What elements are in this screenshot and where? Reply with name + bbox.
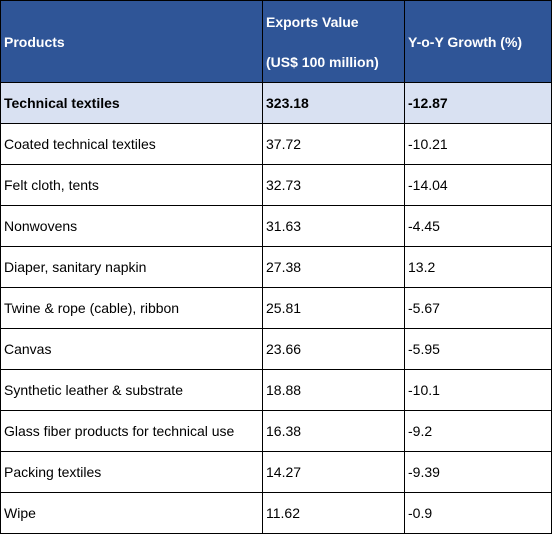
growth-cell: -4.45 (404, 205, 552, 247)
product-cell: Diaper, sanitary napkin (0, 246, 263, 288)
value-cell: 16.38 (262, 410, 405, 452)
product-cell: Twine & rope (cable), ribbon (0, 287, 263, 329)
table-row: Wipe 11.62 -0.9 (0, 492, 552, 534)
table-row: Twine & rope (cable), ribbon 25.81 -5.67 (0, 287, 552, 329)
column-header-yoy-growth: Y-o-Y Growth (%) (404, 0, 552, 83)
value-cell: 23.66 (262, 328, 405, 370)
growth-cell: 13.2 (404, 246, 552, 288)
product-cell: Felt cloth, tents (0, 164, 263, 206)
total-value-cell: 323.18 (262, 82, 405, 124)
column-header-exports-value-line2: (US$ 100 million) (266, 53, 379, 70)
header-row: Products Exports Value (US$ 100 million)… (0, 0, 552, 83)
value-cell: 25.81 (262, 287, 405, 329)
product-cell: Wipe (0, 492, 263, 534)
growth-cell: -9.39 (404, 451, 552, 493)
product-cell: Synthetic leather & substrate (0, 369, 263, 411)
column-header-exports-value: Exports Value (US$ 100 million) (262, 0, 405, 83)
product-cell: Nonwovens (0, 205, 263, 247)
table-row: Felt cloth, tents 32.73 -14.04 (0, 164, 552, 206)
column-header-products: Products (0, 0, 263, 83)
table-row: Packing textiles 14.27 -9.39 (0, 451, 552, 493)
value-cell: 14.27 (262, 451, 405, 493)
table-header: Products Exports Value (US$ 100 million)… (0, 0, 552, 83)
value-cell: 37.72 (262, 123, 405, 165)
value-cell: 27.38 (262, 246, 405, 288)
growth-cell: -5.95 (404, 328, 552, 370)
total-row: Technical textiles 323.18 -12.87 (0, 82, 552, 124)
product-cell: Coated technical textiles (0, 123, 263, 165)
column-header-exports-value-line1: Exports Value (266, 13, 359, 30)
table-row: Canvas 23.66 -5.95 (0, 328, 552, 370)
product-cell: Packing textiles (0, 451, 263, 493)
table-row: Coated technical textiles 37.72 -10.21 (0, 123, 552, 165)
table-body: Technical textiles 323.18 -12.87 Coated … (0, 82, 552, 534)
value-cell: 32.73 (262, 164, 405, 206)
value-cell: 11.62 (262, 492, 405, 534)
product-cell: Canvas (0, 328, 263, 370)
table-row: Glass fiber products for technical use 1… (0, 410, 552, 452)
value-cell: 18.88 (262, 369, 405, 411)
product-cell: Glass fiber products for technical use (0, 410, 263, 452)
total-product-cell: Technical textiles (0, 82, 263, 124)
growth-cell: -10.21 (404, 123, 552, 165)
growth-cell: -9.2 (404, 410, 552, 452)
value-cell: 31.63 (262, 205, 405, 247)
total-growth-cell: -12.87 (404, 82, 552, 124)
table-row: Nonwovens 31.63 -4.45 (0, 205, 552, 247)
growth-cell: -5.67 (404, 287, 552, 329)
growth-cell: -14.04 (404, 164, 552, 206)
growth-cell: -10.1 (404, 369, 552, 411)
growth-cell: -0.9 (404, 492, 552, 534)
table-row: Diaper, sanitary napkin 27.38 13.2 (0, 246, 552, 288)
table-row: Synthetic leather & substrate 18.88 -10.… (0, 369, 552, 411)
